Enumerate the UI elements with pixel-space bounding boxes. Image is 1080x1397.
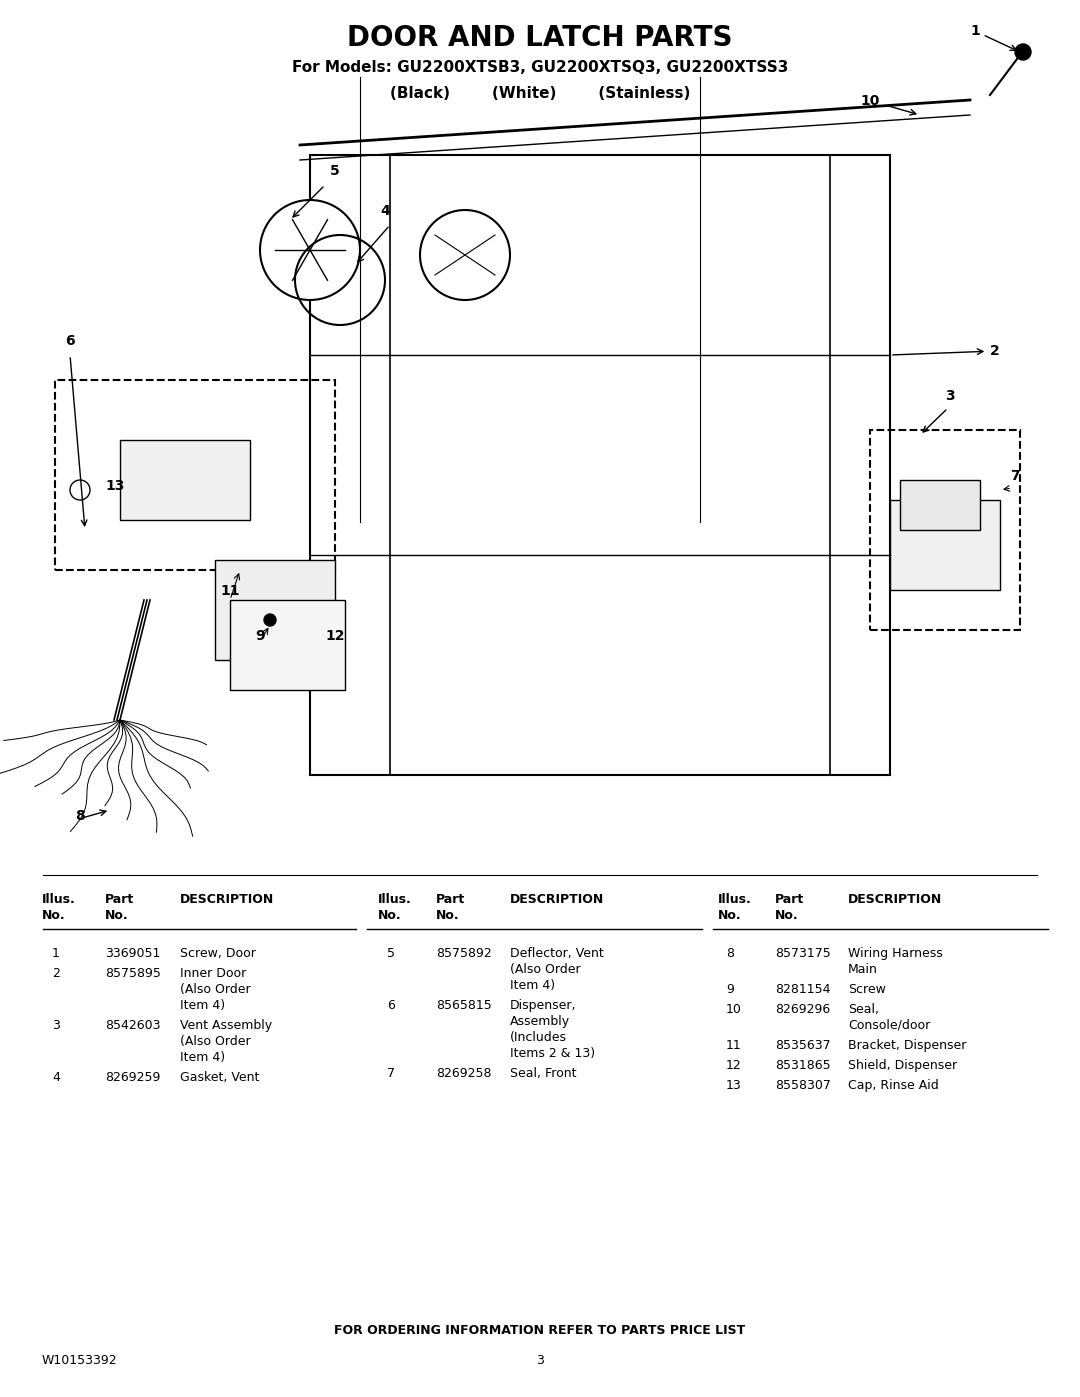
Text: Illus.: Illus. [42,893,76,907]
Text: Deflector, Vent: Deflector, Vent [510,947,604,960]
Text: 8565815: 8565815 [436,999,491,1011]
Text: Dispenser,: Dispenser, [510,999,577,1011]
Text: (Black)        (White)        (Stainless): (Black) (White) (Stainless) [390,85,690,101]
Text: Cap, Rinse Aid: Cap, Rinse Aid [848,1078,939,1092]
Text: DESCRIPTION: DESCRIPTION [180,893,274,907]
Text: No.: No. [42,909,66,922]
Text: Illus.: Illus. [718,893,752,907]
Text: Seal,: Seal, [848,1003,879,1016]
Text: Main: Main [848,963,878,977]
Text: DOOR AND LATCH PARTS: DOOR AND LATCH PARTS [348,24,732,52]
Text: DESCRIPTION: DESCRIPTION [848,893,942,907]
Text: Illus.: Illus. [378,893,411,907]
Text: Part: Part [436,893,465,907]
Text: Gasket, Vent: Gasket, Vent [180,1071,259,1084]
Text: 3: 3 [536,1354,544,1366]
Text: 4: 4 [380,204,390,218]
Text: 5: 5 [330,163,340,177]
Text: Inner Door: Inner Door [180,967,246,981]
Text: 8542603: 8542603 [105,1018,161,1032]
Text: No.: No. [378,909,402,922]
Text: No.: No. [775,909,798,922]
Text: Item 4): Item 4) [180,999,225,1011]
Text: 12: 12 [726,1059,742,1071]
Circle shape [260,200,360,300]
Text: 2: 2 [52,967,59,981]
Text: 8281154: 8281154 [775,983,831,996]
Text: 8: 8 [75,809,84,823]
Bar [900,481,980,529]
Bar [215,560,335,659]
Text: 4: 4 [52,1071,59,1084]
Text: 11: 11 [726,1039,742,1052]
Circle shape [1015,43,1031,60]
Text: Vent Assembly: Vent Assembly [180,1018,272,1032]
Text: No.: No. [718,909,742,922]
Text: 10: 10 [861,94,880,108]
Text: Bracket, Dispenser: Bracket, Dispenser [848,1039,967,1052]
Text: 3: 3 [52,1018,59,1032]
Text: 8269258: 8269258 [436,1067,491,1080]
Text: 8575895: 8575895 [105,967,161,981]
Text: W10153392: W10153392 [42,1354,118,1366]
Text: For Models: GU2200XTSB3, GU2200XTSQ3, GU2200XTSS3: For Models: GU2200XTSB3, GU2200XTSQ3, GU… [292,60,788,75]
Text: No.: No. [105,909,129,922]
Bar [230,599,345,690]
Text: 1: 1 [970,24,1016,50]
Text: 9: 9 [726,983,734,996]
Text: 9: 9 [255,629,265,643]
Text: Wiring Harness: Wiring Harness [848,947,943,960]
Text: 6: 6 [65,334,75,348]
Text: Item 4): Item 4) [510,979,555,992]
Bar [120,440,249,520]
Text: 1: 1 [52,947,59,960]
Text: 3: 3 [945,388,955,402]
Text: 13: 13 [726,1078,742,1092]
Text: No.: No. [436,909,460,922]
Text: 5: 5 [387,947,395,960]
Text: 7: 7 [1010,469,1020,483]
Bar [890,500,1000,590]
Text: 3369051: 3369051 [105,947,160,960]
Text: 8531865: 8531865 [775,1059,831,1071]
Text: Part: Part [775,893,805,907]
Text: 8269259: 8269259 [105,1071,160,1084]
Text: Items 2 & 13): Items 2 & 13) [510,1046,595,1060]
Text: (Includes: (Includes [510,1031,567,1044]
Text: Item 4): Item 4) [180,1051,225,1065]
Text: Assembly: Assembly [510,1016,570,1028]
Text: Screw, Door: Screw, Door [180,947,256,960]
Text: 11: 11 [220,584,240,598]
Circle shape [264,615,276,626]
Text: 12: 12 [325,629,345,643]
Text: 7: 7 [387,1067,395,1080]
Text: (Also Order: (Also Order [510,963,581,977]
Text: (Also Order: (Also Order [180,983,251,996]
Text: 8558307: 8558307 [775,1078,831,1092]
Text: Shield, Dispenser: Shield, Dispenser [848,1059,957,1071]
Text: Seal, Front: Seal, Front [510,1067,577,1080]
Text: 10: 10 [726,1003,742,1016]
Text: 2: 2 [893,344,1000,358]
Text: DESCRIPTION: DESCRIPTION [510,893,604,907]
Text: Part: Part [105,893,134,907]
Text: FOR ORDERING INFORMATION REFER TO PARTS PRICE LIST: FOR ORDERING INFORMATION REFER TO PARTS … [335,1323,745,1337]
Text: 8269296: 8269296 [775,1003,831,1016]
Text: 8: 8 [726,947,734,960]
Text: 8535637: 8535637 [775,1039,831,1052]
Text: 8573175: 8573175 [775,947,831,960]
Text: 6: 6 [387,999,395,1011]
Text: Screw: Screw [848,983,886,996]
Text: 13: 13 [105,479,124,493]
Text: Console/door: Console/door [848,1018,930,1032]
Bar [310,155,890,775]
Text: 8575892: 8575892 [436,947,491,960]
Text: (Also Order: (Also Order [180,1035,251,1048]
